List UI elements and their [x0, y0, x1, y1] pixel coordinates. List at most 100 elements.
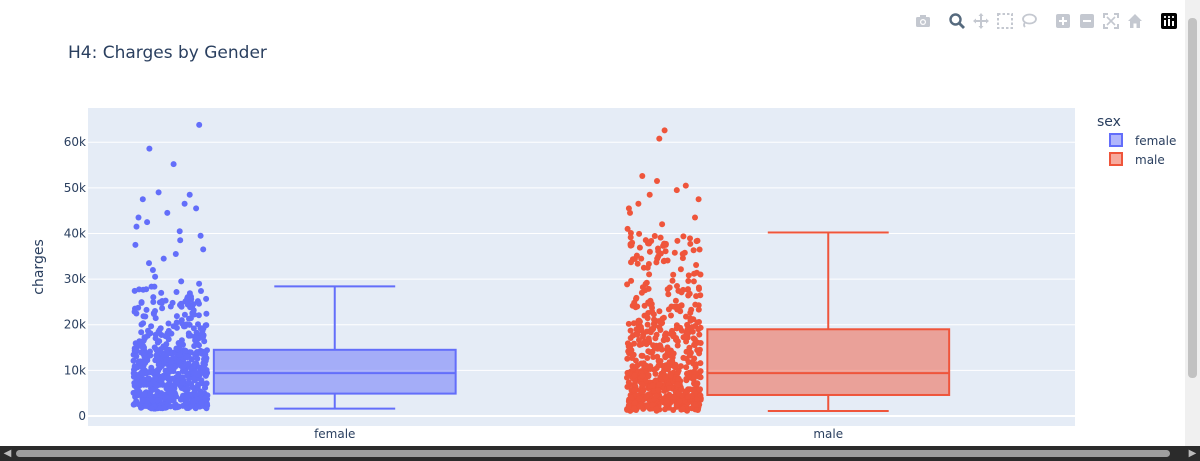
data-point[interactable]: [637, 323, 644, 330]
data-point[interactable]: [165, 327, 172, 334]
data-point[interactable]: [148, 392, 154, 399]
data-point[interactable]: [196, 280, 203, 287]
data-point[interactable]: [643, 393, 650, 400]
data-point[interactable]: [143, 403, 150, 409]
data-point[interactable]: [696, 386, 703, 393]
data-point[interactable]: [150, 299, 157, 305]
data-point[interactable]: [153, 382, 160, 389]
data-point[interactable]: [131, 380, 138, 386]
data-point[interactable]: [631, 387, 638, 394]
data-point[interactable]: [685, 359, 692, 365]
data-point[interactable]: [195, 312, 202, 319]
data-point[interactable]: [635, 200, 642, 207]
data-point[interactable]: [196, 300, 202, 307]
data-point[interactable]: [692, 214, 698, 221]
data-point[interactable]: [672, 297, 679, 304]
data-point[interactable]: [130, 370, 137, 377]
data-point[interactable]: [666, 391, 673, 398]
data-point[interactable]: [139, 397, 146, 404]
data-point[interactable]: [627, 209, 633, 216]
data-point[interactable]: [679, 405, 686, 412]
data-point[interactable]: [649, 402, 656, 408]
data-point[interactable]: [625, 205, 632, 212]
camera-icon[interactable]: [914, 12, 932, 30]
data-point[interactable]: [183, 405, 190, 411]
data-point[interactable]: [689, 328, 696, 335]
data-point[interactable]: [190, 325, 197, 332]
data-point[interactable]: [160, 255, 167, 262]
data-point[interactable]: [683, 364, 690, 371]
data-point[interactable]: [666, 385, 672, 391]
data-point[interactable]: [184, 394, 191, 401]
data-point[interactable]: [669, 277, 676, 284]
data-point[interactable]: [634, 331, 641, 338]
data-point[interactable]: [674, 381, 681, 388]
data-point[interactable]: [163, 341, 170, 348]
data-point[interactable]: [154, 349, 161, 356]
data-point[interactable]: [643, 279, 650, 286]
data-point[interactable]: [662, 406, 668, 413]
data-point[interactable]: [624, 281, 631, 288]
data-point[interactable]: [147, 352, 154, 359]
data-point[interactable]: [686, 347, 693, 354]
data-point[interactable]: [678, 386, 685, 393]
data-point[interactable]: [192, 337, 199, 344]
data-point[interactable]: [636, 337, 642, 343]
data-point[interactable]: [186, 315, 192, 322]
data-point[interactable]: [165, 374, 172, 381]
data-point[interactable]: [651, 316, 657, 323]
data-point[interactable]: [644, 403, 651, 410]
data-point[interactable]: [683, 338, 690, 345]
data-point[interactable]: [646, 191, 653, 198]
data-point[interactable]: [169, 299, 176, 306]
data-point[interactable]: [158, 289, 165, 296]
data-point[interactable]: [696, 246, 703, 253]
data-point[interactable]: [655, 362, 662, 369]
data-point[interactable]: [172, 251, 179, 257]
data-point[interactable]: [202, 372, 209, 379]
data-point[interactable]: [647, 297, 654, 304]
data-point[interactable]: [177, 362, 184, 369]
data-point[interactable]: [652, 377, 659, 384]
data-point[interactable]: [631, 340, 637, 347]
data-point[interactable]: [667, 372, 674, 379]
data-point[interactable]: [152, 315, 159, 322]
horizontal-scrollbar[interactable]: ◀ ▶: [0, 446, 1200, 461]
data-point[interactable]: [627, 335, 634, 341]
data-point[interactable]: [137, 363, 143, 370]
data-point[interactable]: [695, 306, 702, 313]
data-point[interactable]: [651, 344, 658, 351]
data-point[interactable]: [687, 240, 694, 247]
data-point[interactable]: [643, 362, 650, 369]
legend-item-male[interactable]: male: [1109, 152, 1165, 167]
data-point[interactable]: [628, 242, 635, 249]
data-point[interactable]: [638, 255, 645, 262]
data-point[interactable]: [152, 273, 159, 280]
data-point[interactable]: [627, 230, 634, 236]
zoom-icon[interactable]: [948, 12, 966, 30]
data-point[interactable]: [139, 377, 145, 384]
data-point[interactable]: [631, 377, 638, 384]
data-point[interactable]: [191, 370, 198, 376]
data-point[interactable]: [165, 320, 172, 327]
data-point[interactable]: [178, 278, 185, 285]
data-point[interactable]: [649, 382, 656, 389]
data-point[interactable]: [629, 355, 635, 361]
data-point[interactable]: [639, 284, 646, 291]
data-point[interactable]: [671, 249, 678, 256]
data-point[interactable]: [200, 334, 206, 341]
data-point[interactable]: [636, 244, 643, 251]
data-point[interactable]: [651, 366, 658, 373]
data-point[interactable]: [692, 401, 699, 408]
zoom-out-icon[interactable]: [1078, 12, 1096, 30]
data-point[interactable]: [673, 335, 680, 341]
data-point[interactable]: [691, 342, 698, 348]
data-point[interactable]: [697, 271, 704, 278]
data-point[interactable]: [143, 306, 150, 313]
data-point[interactable]: [690, 247, 697, 254]
data-point[interactable]: [645, 335, 652, 342]
data-point[interactable]: [152, 331, 159, 338]
data-point[interactable]: [685, 374, 692, 380]
data-point[interactable]: [644, 264, 651, 271]
data-point[interactable]: [680, 354, 687, 361]
